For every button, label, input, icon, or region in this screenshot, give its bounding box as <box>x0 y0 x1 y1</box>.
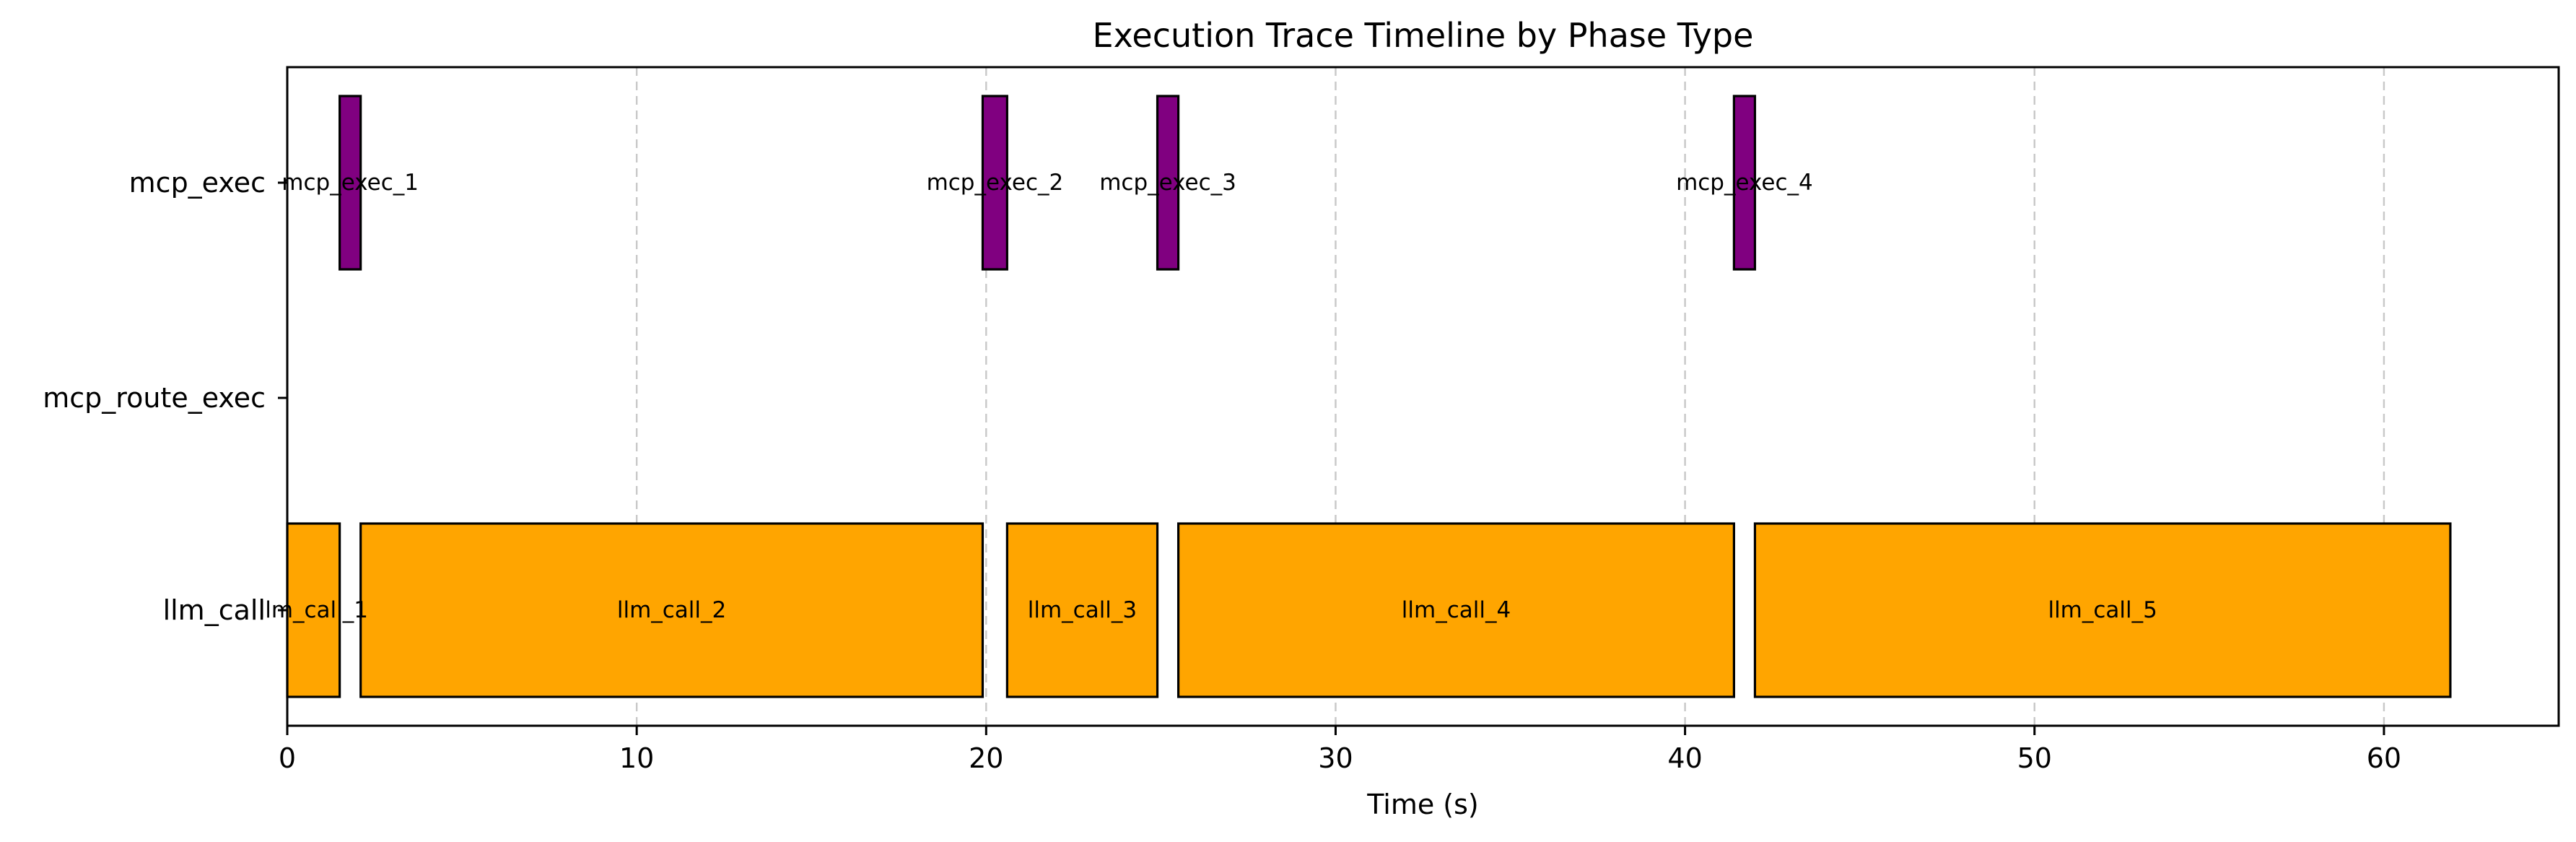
chart-title: Execution Trace Timeline by Phase Type <box>1093 16 1754 55</box>
y-tick-label: mcp_exec <box>129 167 266 199</box>
x-tick-label: 20 <box>969 742 1003 774</box>
x-tick-label: 30 <box>1318 742 1353 774</box>
bar-mcp_exec_3 <box>1156 95 1180 271</box>
bar-label-mcp_exec_2: mcp_exec_2 <box>927 170 1064 196</box>
bar-mcp_exec_4 <box>1732 95 1757 271</box>
bar-label-mcp_exec_4: mcp_exec_4 <box>1676 170 1813 196</box>
bar-label-mcp_exec_1: mcp_exec_1 <box>281 170 419 196</box>
y-tick-label: llm_call <box>163 594 266 626</box>
bar-mcp_exec_1 <box>339 95 362 271</box>
bar-label-llm_call_3: llm_call_3 <box>1028 597 1137 623</box>
bar-llm_call_4 <box>1176 522 1735 698</box>
x-tick-label: 60 <box>2367 742 2401 774</box>
bar-label-llm_call_2: llm_call_2 <box>617 597 726 623</box>
bar-label-llm_call_5: llm_call_5 <box>2048 597 2157 623</box>
x-tick-label: 0 <box>279 742 296 774</box>
y-tick-label: mcp_route_exec <box>43 382 266 414</box>
bar-llm_call_1 <box>286 522 341 698</box>
bar-mcp_exec_2 <box>981 95 1008 271</box>
x-tick-label: 50 <box>2017 742 2052 774</box>
x-tick-label: 10 <box>619 742 654 774</box>
bar-label-llm_call_1: llm_call_1 <box>259 597 368 623</box>
x-axis-label: Time (s) <box>1366 789 1479 820</box>
bar-llm_call_3 <box>1005 522 1159 698</box>
bar-label-llm_call_4: llm_call_4 <box>1402 597 1511 623</box>
bar-llm_call_2 <box>359 522 984 698</box>
bar-label-mcp_exec_3: mcp_exec_3 <box>1099 170 1236 196</box>
x-tick-label: 40 <box>1667 742 1702 774</box>
bar-llm_call_5 <box>1753 522 2452 698</box>
plot-frame <box>286 66 2560 727</box>
